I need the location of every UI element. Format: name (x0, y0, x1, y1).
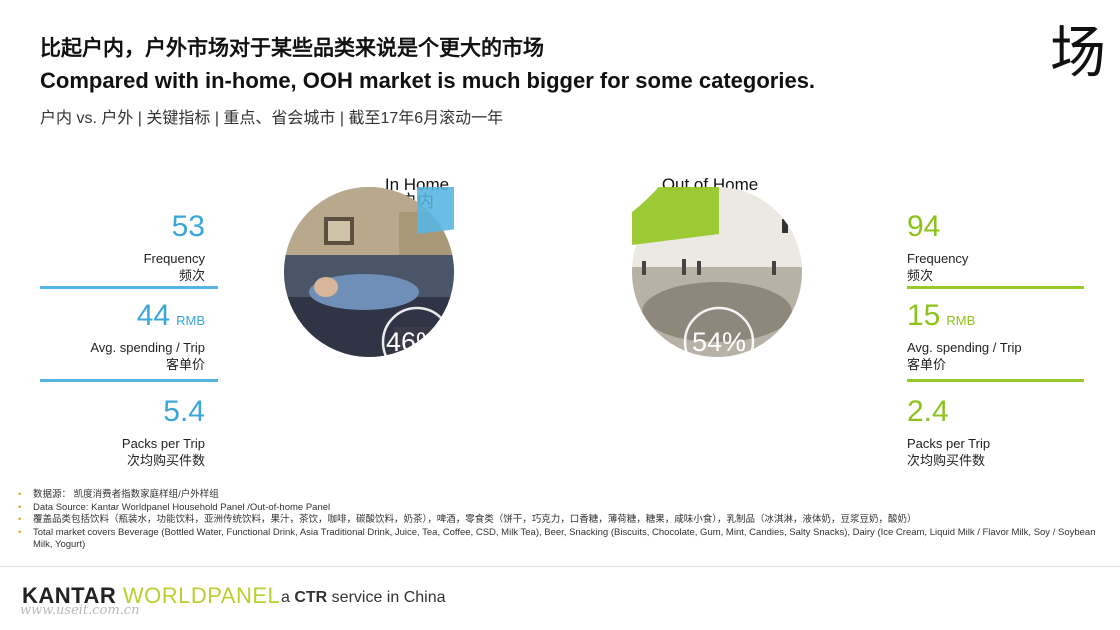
kpi-spending-in-home: 44 RMB Avg. spending / Trip 客单价 (40, 301, 205, 373)
kpi-label-cn: 次均购买件数 (907, 453, 986, 468)
logo-part2: WORLDPANEL (122, 583, 281, 608)
footnote-item: Data Source: Kantar Worldpanel Household… (18, 502, 1098, 515)
kpi-label-en: Frequency (143, 251, 205, 266)
kpi-label-en: Avg. spending / Trip (90, 340, 205, 355)
kpi-value: 2.4 (907, 395, 949, 428)
out-of-home-circle (632, 187, 802, 378)
footer-divider (0, 566, 1120, 567)
divider (907, 379, 1084, 382)
kpi-label-cn: 客单价 (165, 357, 205, 372)
kpi-label-en: Avg. spending / Trip (907, 340, 1022, 355)
kpi-label-en: Frequency (907, 251, 969, 266)
kpi-frequency-in-home: 53 Frequency 频次 (40, 212, 205, 284)
footnotes: 数据源： 凯度消费者指数家庭样组/户外样组 Data Source: Kanta… (18, 489, 1098, 552)
kpi-label-cn: 次均购买件数 (126, 453, 205, 468)
tagline-suffix: service in China (327, 589, 446, 606)
kpi-spending-out-of-home: 15 RMB Avg. spending / Trip 客单价 (907, 301, 1087, 373)
kpi-packs-out-of-home: 2.4 Packs per Trip 次均购买件数 (907, 397, 1087, 469)
footnote-item: 覆盖品类包括饮料（瓶装水，功能饮料，亚洲传统饮料，果汁，茶饮，咖啡，碳酸饮料，奶… (18, 514, 1098, 527)
kantar-worldpanel-logo: KANTAR WORLDPANEL (22, 583, 280, 609)
footnote-item: Total market covers Beverage (Bottled Wa… (18, 527, 1098, 552)
in-home-share-wedge (417, 187, 454, 234)
divider (40, 379, 218, 382)
out-of-home-share-label: 54% (691, 327, 747, 357)
kpi-value: 94 (907, 210, 941, 243)
footer-tagline: a CTR service in China (281, 589, 446, 607)
kpi-label-cn: 频次 (907, 268, 934, 283)
kpi-packs-in-home: 5.4 Packs per Trip 次均购买件数 (40, 397, 205, 469)
kpi-unit: RMB (946, 313, 976, 328)
kpi-unit: RMB (176, 313, 205, 328)
in-home-share-label: 46% (385, 327, 441, 357)
kpi-label-en: Packs per Trip (907, 436, 991, 451)
footnote-item: 数据源： 凯度消费者指数家庭样组/户外样组 (18, 489, 1098, 502)
divider (40, 286, 218, 289)
in-home-circle (284, 187, 454, 378)
logo-part1: KANTAR (22, 583, 123, 608)
divider (907, 286, 1084, 289)
kpi-value: 5.4 (163, 395, 205, 428)
kpi-value: 53 (171, 210, 205, 243)
tagline-prefix: a (281, 589, 295, 606)
kpi-value: 44 (136, 299, 171, 332)
tagline-bold: CTR (294, 589, 328, 606)
kpi-value: 15 (907, 299, 941, 332)
page-title-en: Compared with in-home, OOH market is muc… (40, 68, 816, 93)
watermark: www.useit.com.cn (20, 603, 140, 618)
corner-calligraphy: 场 (1050, 21, 1106, 86)
kpi-label-cn: 客单价 (907, 357, 947, 372)
page-subtitle: 户内 vs. 户外 | 关键指标 | 重点、省会城市 | 截至17年6月滚动一年 (40, 110, 504, 127)
kpi-frequency-out-of-home: 94 Frequency 频次 (907, 212, 1087, 284)
out-of-home-share-wedge (632, 187, 719, 245)
page-title-cn: 比起户内，户外市场对于某些品类来说是个更大的市场 (40, 37, 544, 60)
kpi-label-cn: 频次 (178, 268, 205, 283)
kpi-label-en: Packs per Trip (121, 436, 205, 451)
